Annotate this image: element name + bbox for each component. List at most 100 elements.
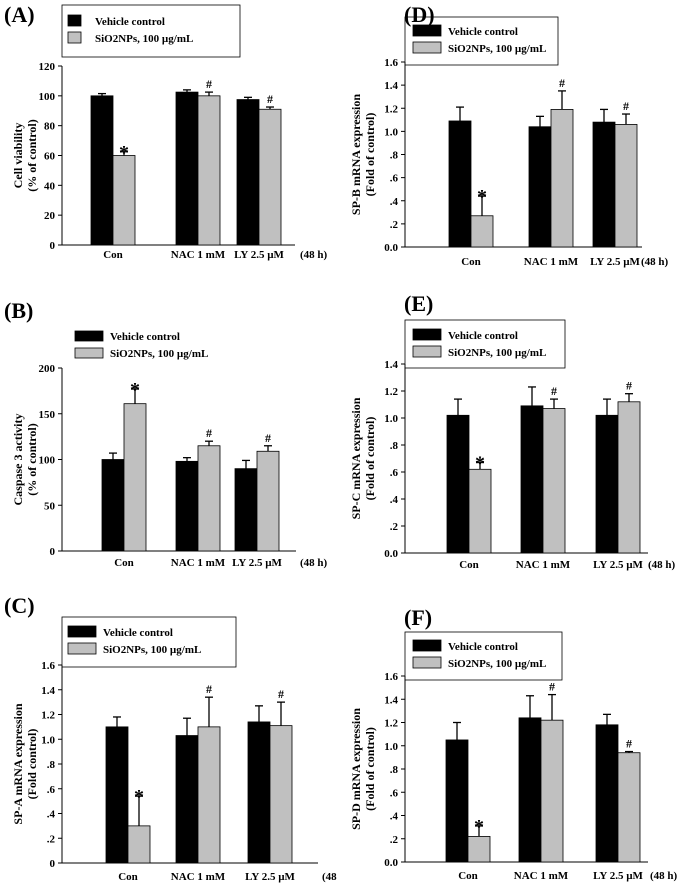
y-tick-label: 0: [50, 240, 56, 252]
bar-vehicle-1: [520, 405, 544, 554]
category-label: Con: [114, 557, 134, 569]
category-label: NAC 1 mM: [171, 871, 226, 883]
legend-label-vehicle: Vehicle control: [110, 331, 180, 343]
legend-label-sio2: SiO2NPs, 100 µg/mL: [448, 43, 546, 55]
legend-swatch-vehicle: [74, 330, 104, 342]
legend-box: [404, 631, 563, 681]
y-axis-label: SP-A mRNA expression: [11, 703, 25, 824]
bar-sio2-2: [256, 450, 280, 552]
y-tick-label: 1.6: [41, 660, 55, 672]
y-tick-label: 150: [39, 409, 56, 421]
legend-box: [404, 16, 559, 66]
y-axis-label: (Fold control): [25, 729, 39, 800]
y-tick-label: 1.0: [384, 413, 398, 425]
legend-label-sio2: SiO2NPs, 100 µg/mL: [103, 644, 201, 656]
time-label: (48 h): [648, 559, 676, 571]
y-tick-label: 1.6: [384, 671, 398, 683]
y-axis-label: SP-D mRNA expression: [349, 708, 363, 830]
category-label: NAC 1 mM: [524, 256, 579, 268]
panel-c: (C) Vehicle control SiO2NPs, 100 µg/mL 0 .2.…: [4, 593, 337, 883]
y-tick-label: 1.4: [384, 80, 398, 92]
bar-sio2-2: [617, 401, 641, 554]
significance-star: *: [134, 786, 144, 808]
bar-vehicle-0: [101, 459, 125, 552]
y-tick-label: 1.0: [41, 734, 55, 746]
significance-hash: #: [206, 682, 212, 696]
bar-vehicle-1: [175, 91, 199, 246]
y-axis-label: (Fold of control): [363, 417, 377, 501]
legend-label-vehicle: Vehicle control: [448, 26, 518, 38]
panel-label: (B): [4, 298, 33, 323]
significance-hash: #: [278, 687, 284, 701]
y-tick-label: 0.0: [384, 548, 398, 560]
legend-box: [61, 616, 237, 668]
legend-swatch-vehicle: [412, 639, 442, 652]
y-axis-label: (% of control): [25, 423, 39, 495]
bar-sio2-2: [617, 752, 641, 863]
bar-vehicle-1: [175, 460, 199, 552]
legend-label-sio2: SiO2NPs, 100 µg/mL: [110, 348, 208, 360]
bar-vehicle-2: [234, 468, 258, 552]
bar-sio2-0: [470, 215, 494, 248]
category-label: NAC 1 mM: [171, 249, 226, 261]
bar-sio2-1: [540, 719, 564, 863]
legend-swatch-sio2: [74, 347, 104, 359]
significance-hash: #: [549, 680, 555, 694]
y-tick-label: 1.4: [384, 694, 398, 706]
panel-e: (E) Vehicle control SiO2NPs, 100 µg/mL 0.0.…: [349, 291, 676, 571]
time-label: (48 h): [641, 256, 669, 268]
bar-vehicle-0: [448, 120, 472, 248]
y-tick-label: .4: [390, 494, 399, 506]
bar-vehicle-1: [175, 735, 199, 864]
bar-vehicle-0: [446, 414, 470, 554]
category-label: Con: [458, 870, 478, 882]
legend-label-sio2: SiO2NPs, 100 µg/mL: [448, 658, 546, 670]
bar-vehicle-2: [595, 414, 619, 554]
panel-label: (D): [404, 2, 435, 27]
category-label: LY 2.5 µM: [232, 557, 282, 569]
time-label: (48 h): [300, 249, 328, 261]
y-tick-label: 1.2: [384, 103, 398, 115]
y-tick-label: 1.4: [384, 359, 398, 371]
y-tick-label: 40: [44, 180, 56, 192]
y-tick-label: .8: [47, 759, 56, 771]
significance-star: *: [474, 816, 484, 838]
y-tick-label: .2: [390, 521, 399, 533]
significance-hash: #: [626, 737, 632, 751]
category-label: LY 2.5 µM: [593, 870, 643, 882]
legend-swatch-vehicle: [67, 14, 82, 27]
bar-sio2-1: [197, 445, 221, 552]
y-tick-label: .8: [390, 764, 399, 776]
y-axis-label: Caspase 3 activity: [11, 414, 25, 506]
significance-star: *: [475, 453, 485, 475]
time-label: (48: [322, 871, 337, 883]
legend-swatch-sio2: [67, 31, 82, 44]
legend-box: [404, 319, 566, 369]
y-tick-label: 20: [44, 210, 56, 222]
bar-vehicle-2: [595, 724, 619, 863]
legend-label-sio2: SiO2NPs, 100 µg/mL: [448, 347, 546, 359]
legend-swatch-vehicle: [67, 625, 97, 638]
bar-sio2-2: [258, 108, 282, 246]
y-tick-label: .6: [47, 784, 56, 796]
significance-hash: #: [623, 99, 629, 113]
y-tick-label: 0: [50, 546, 56, 558]
category-label: NAC 1 mM: [514, 870, 569, 882]
panel-a: (A) Vehicle control SiO2NPs, 100 µg/mL 0 20 4…: [4, 2, 328, 261]
y-axis-label: SP-B mRNA expression: [349, 94, 363, 215]
bar-sio2-1: [197, 726, 221, 864]
bar-vehicle-2: [592, 121, 616, 248]
y-tick-label: 1.2: [384, 386, 398, 398]
legend-label-vehicle: Vehicle control: [448, 330, 518, 342]
significance-hash: #: [265, 431, 271, 445]
panel-label: (A): [4, 2, 35, 27]
y-tick-label: .4: [47, 809, 56, 821]
significance-hash: #: [551, 384, 557, 398]
panel-f: (F) Vehicle control SiO2NPs, 100 µg/mL 0.0.…: [349, 605, 678, 882]
category-label: LY 2.5 µM: [593, 559, 643, 571]
bar-vehicle-0: [445, 739, 469, 863]
bar-vehicle-0: [105, 726, 129, 864]
y-tick-label: 100: [39, 455, 56, 467]
time-label: (48 h): [650, 870, 678, 882]
significance-hash: #: [626, 379, 632, 393]
